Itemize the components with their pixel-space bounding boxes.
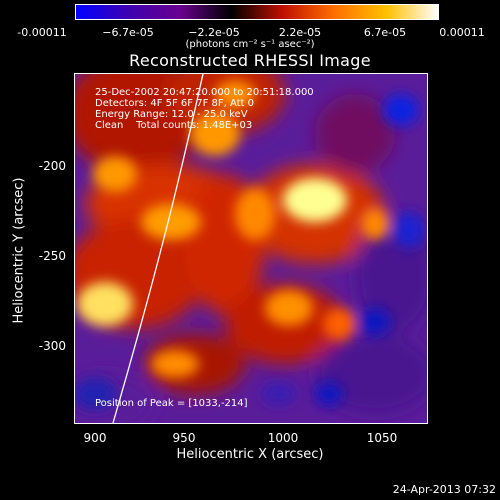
x-tick: 1050 bbox=[366, 431, 398, 445]
colorbar-tick: -0.00011 bbox=[17, 26, 67, 39]
timestamp: 24-Apr-2013 07:32 bbox=[392, 483, 496, 496]
colorbar-tick: 2.2e-05 bbox=[278, 26, 322, 39]
peak-position: Position of Peak = [1033,-214] bbox=[95, 398, 248, 409]
colorbar bbox=[75, 4, 439, 20]
detectors: Detectors: 4F 5F 6F 7F 8F, Att 0 bbox=[95, 98, 255, 109]
time-range: 25-Dec-2002 20:47:20.000 to 20:51:18.000 bbox=[95, 87, 314, 98]
solar-limb bbox=[112, 74, 204, 423]
y-tick: -200 bbox=[38, 159, 66, 173]
x-tick: 900 bbox=[83, 431, 107, 445]
rhessi-image: 25-Dec-2002 20:47:20.000 to 20:51:18.000… bbox=[74, 73, 428, 424]
y-axis-label: Heliocentric Y (arcsec) bbox=[11, 177, 27, 324]
energy-range: Energy Range: 12.0 - 25.0 keV bbox=[95, 109, 248, 120]
colorbar-tick: 6.7e-05 bbox=[363, 26, 407, 39]
colorbar-tick: 0.00011 bbox=[439, 26, 485, 39]
y-tick: -250 bbox=[38, 249, 66, 263]
colorbar-units: (photons cm⁻² s⁻¹ asec⁻²) bbox=[185, 39, 315, 50]
image-title: Reconstructed RHESSI Image bbox=[129, 51, 371, 70]
x-tick: 950 bbox=[172, 431, 196, 445]
colorbar-tick: −2.2e-05 bbox=[188, 26, 240, 39]
y-tick: -300 bbox=[38, 339, 66, 353]
rhessi-image-canvas bbox=[75, 74, 427, 423]
x-axis-label: Heliocentric X (arcsec) bbox=[176, 447, 324, 462]
clean-counts: Clean Total counts: 1.48E+03 bbox=[95, 120, 253, 131]
colorbar-tick: −6.7e-05 bbox=[102, 26, 154, 39]
x-tick: 1000 bbox=[267, 431, 299, 445]
